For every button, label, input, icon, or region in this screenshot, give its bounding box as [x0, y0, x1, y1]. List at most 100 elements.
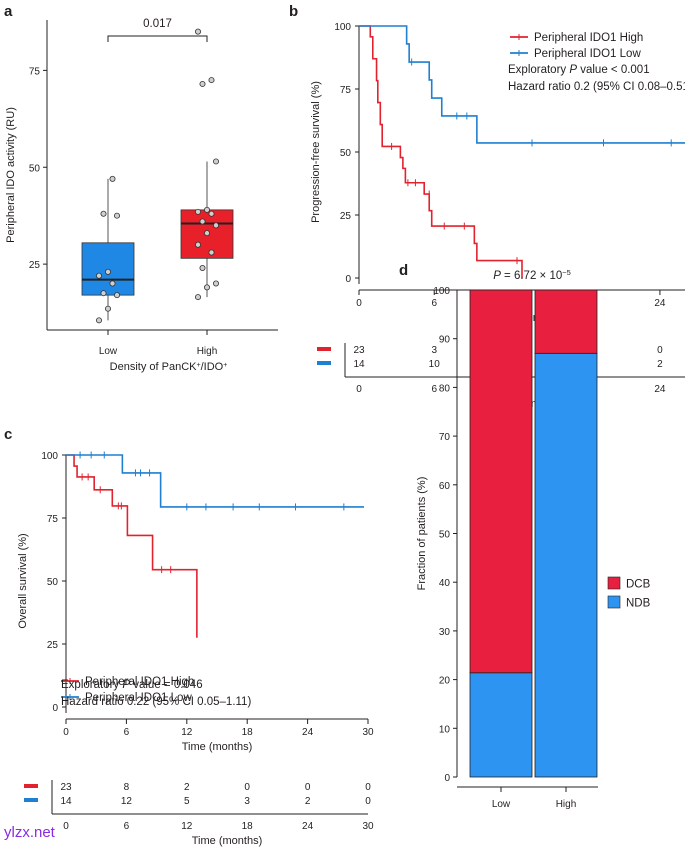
c-risk-time: 6 [124, 821, 130, 832]
b-y-tick-label: 100 [334, 22, 351, 33]
b-y-tick-label: 25 [340, 211, 352, 222]
c-y-tick-label: 0 [52, 703, 58, 714]
d-y-tick-label: 100 [433, 286, 450, 297]
c-x-tick-label: 24 [302, 727, 314, 738]
b-curve-high [359, 25, 523, 278]
d-y-tick-label: 30 [439, 627, 451, 638]
b-legend-label: Peripheral IDO1 High [534, 32, 643, 44]
b-risk-swatch [317, 347, 331, 351]
c-risk-count: 0 [244, 782, 250, 793]
b-risk-time: 24 [654, 384, 666, 395]
c-risk-count: 23 [60, 782, 72, 793]
panel-c-letter: c [4, 426, 12, 443]
c-ann-pre: Exploratory [61, 679, 122, 691]
a-data-point [212, 222, 219, 229]
b-y-tick-label: 75 [340, 85, 352, 96]
a-data-point [208, 249, 215, 256]
b-annotation-p: Exploratory P value < 0.001 [508, 64, 650, 76]
c-risk-count: 5 [184, 796, 190, 807]
c-risk-count: 8 [124, 782, 130, 793]
b-y-tick-label: 0 [345, 274, 351, 285]
a-y-tick-label: 50 [29, 163, 41, 174]
a-data-point [199, 80, 206, 87]
a-data-point [100, 210, 107, 217]
c-x-tick-label: 30 [362, 727, 374, 738]
a-y-tick-label: 25 [29, 260, 41, 271]
a-data-point [109, 175, 116, 182]
b-risk-time: 6 [431, 384, 437, 395]
d-bar-low-dcb [469, 289, 533, 674]
d-y-tick-label: 50 [439, 530, 451, 541]
c-legend-label: Peripheral IDO1 Low [85, 692, 192, 704]
b-curve-low [359, 25, 685, 144]
c-x-label: Time (months) [182, 741, 253, 753]
c-y-tick-label: 50 [47, 577, 59, 588]
d-y-label: Fraction of patients (%) [416, 477, 428, 591]
c-risk-count: 2 [184, 782, 190, 793]
c-x-tick-label: 12 [181, 727, 193, 738]
panel-c-at-risk-table: 23 8 2 0 0 0 14 12 5 3 2 0 0 6 12 18 24 30 Time (months) [24, 780, 374, 847]
a-data-point [114, 292, 121, 299]
b-risk-count: 3 [431, 345, 437, 356]
c-risk-swatch [24, 784, 38, 788]
a-data-point [194, 208, 201, 215]
c-y-tick-label: 100 [41, 451, 58, 462]
panel-d-stacked-bar: 0 10 20 30 40 50 60 70 80 90 100 Fraction of patien… [416, 268, 651, 811]
c-risk-count: 12 [121, 796, 133, 807]
a-data-point [105, 305, 112, 312]
c-risk-time: 24 [302, 821, 314, 832]
d-y-tick-label: 40 [439, 578, 451, 589]
a-data-point [203, 284, 210, 291]
b-risk-count: 14 [353, 359, 365, 370]
c-risk-time: 18 [242, 821, 254, 832]
a-data-point [100, 290, 107, 297]
d-x-tick-label-low: Low [492, 799, 511, 810]
d-p-value: P = 6.72 × 10−5 [493, 268, 571, 283]
b-legend-label: Peripheral IDO1 Low [534, 48, 641, 60]
a-data-point [194, 241, 201, 248]
c-risk-count: 2 [305, 796, 311, 807]
c-risk-count: 0 [365, 796, 371, 807]
c-risk-count: 0 [365, 782, 371, 793]
a-data-point [105, 268, 112, 275]
a-x-label-part-2: /IDO [201, 361, 224, 373]
d-legend-label-ndb: NDB [626, 598, 651, 610]
a-data-point [109, 280, 116, 287]
b-risk-swatch [317, 361, 331, 365]
c-risk-time: 30 [362, 821, 374, 832]
a-data-point [114, 212, 121, 219]
a-data-point [212, 280, 219, 287]
a-data-point [194, 294, 201, 301]
b-risk-count: 2 [657, 359, 663, 370]
d-y-tick-label: 20 [439, 676, 451, 687]
a-x-label: Density of PanCK+/IDO+ [110, 361, 228, 373]
c-risk-time: 0 [63, 821, 69, 832]
c-curve-low [66, 454, 364, 508]
a-data-point [96, 317, 103, 324]
c-curve-high [66, 454, 198, 638]
d-y-tick-label: 70 [439, 432, 451, 443]
a-p-value: 0.017 [143, 18, 172, 30]
b-ann-pre: Exploratory [508, 64, 569, 76]
b-annotation-hr: Hazard ratio 0.2 (95% CI 0.08–0.51) [508, 81, 685, 93]
c-x-tick-label: 18 [242, 727, 254, 738]
c-ann-p: P [122, 679, 130, 691]
c-risk-swatch [24, 798, 38, 802]
d-y-tick-label: 60 [439, 481, 451, 492]
c-y-tick-label: 75 [47, 514, 59, 525]
a-sig-bracket [107, 35, 208, 42]
d-p-mid: = 6.72 × 10 [501, 270, 562, 282]
d-y-tick-label: 0 [444, 773, 450, 784]
c-risk-count: 0 [305, 782, 311, 793]
d-x-tick-label-high: High [556, 799, 577, 810]
a-data-point [199, 218, 206, 225]
d-p-exp: −5 [562, 268, 571, 277]
d-bar-low-ndb [469, 672, 533, 778]
c-x-tick-label: 6 [124, 727, 130, 738]
a-y-label: Peripheral IDO activity (RU) [5, 107, 17, 243]
b-ann-p: P [569, 64, 577, 76]
a-data-point [208, 210, 215, 217]
a-data-point [203, 206, 210, 213]
b-risk-count: 0 [657, 345, 663, 356]
